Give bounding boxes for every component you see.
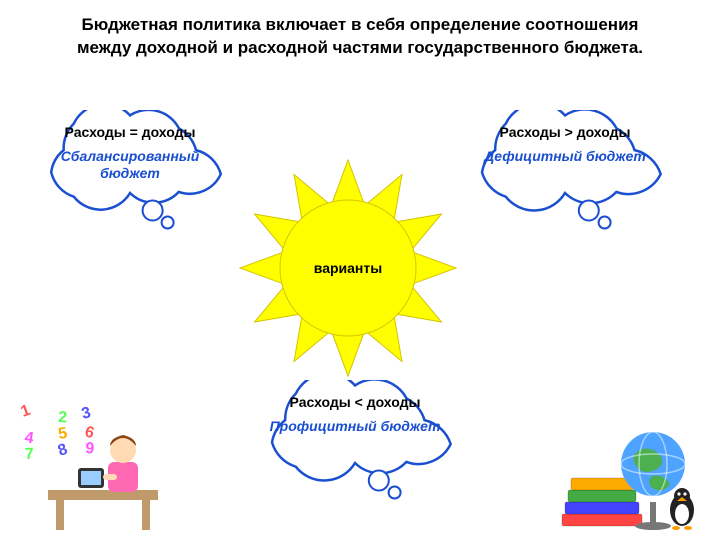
cloud-text: Расходы > доходы Дефицитный бюджет xyxy=(478,124,652,165)
cloud-condition: Расходы > доходы xyxy=(478,124,652,142)
cloud-surplus: Расходы < доходы Профицитный бюджет xyxy=(250,380,460,510)
cloud-balanced: Расходы = доходы Сбалансированныйбюджет xyxy=(30,110,230,240)
cloud-condition: Расходы = доходы xyxy=(48,124,212,142)
globe-books-icon xyxy=(542,402,712,532)
cloud-budget-type: Дефицитный бюджет xyxy=(478,148,652,166)
page-title: Бюджетная политика включает в себя опред… xyxy=(60,14,660,60)
clipart-globe-books xyxy=(542,402,712,532)
cloud-text: Расходы < доходы Профицитный бюджет xyxy=(268,394,442,435)
cloud-condition: Расходы < доходы xyxy=(268,394,442,412)
svg-text:4: 4 xyxy=(23,429,35,447)
svg-text:9: 9 xyxy=(85,440,95,458)
sun-label: варианты xyxy=(235,260,461,276)
svg-text:8: 8 xyxy=(56,441,70,460)
svg-text:7: 7 xyxy=(25,446,35,463)
cloud-budget-type: Сбалансированныйбюджет xyxy=(48,148,212,183)
cloud-budget-type: Профицитный бюджет xyxy=(268,418,442,436)
svg-text:3: 3 xyxy=(80,404,93,423)
svg-text:2: 2 xyxy=(58,409,68,426)
student-icon: 123456789 xyxy=(8,402,178,532)
cloud-deficit: Расходы > доходы Дефицитный бюджет xyxy=(460,110,670,240)
clipart-student: 123456789 xyxy=(8,402,178,532)
cloud-text: Расходы = доходы Сбалансированныйбюджет xyxy=(48,124,212,183)
svg-text:1: 1 xyxy=(19,402,33,421)
sun-diagram: варианты xyxy=(235,155,461,381)
